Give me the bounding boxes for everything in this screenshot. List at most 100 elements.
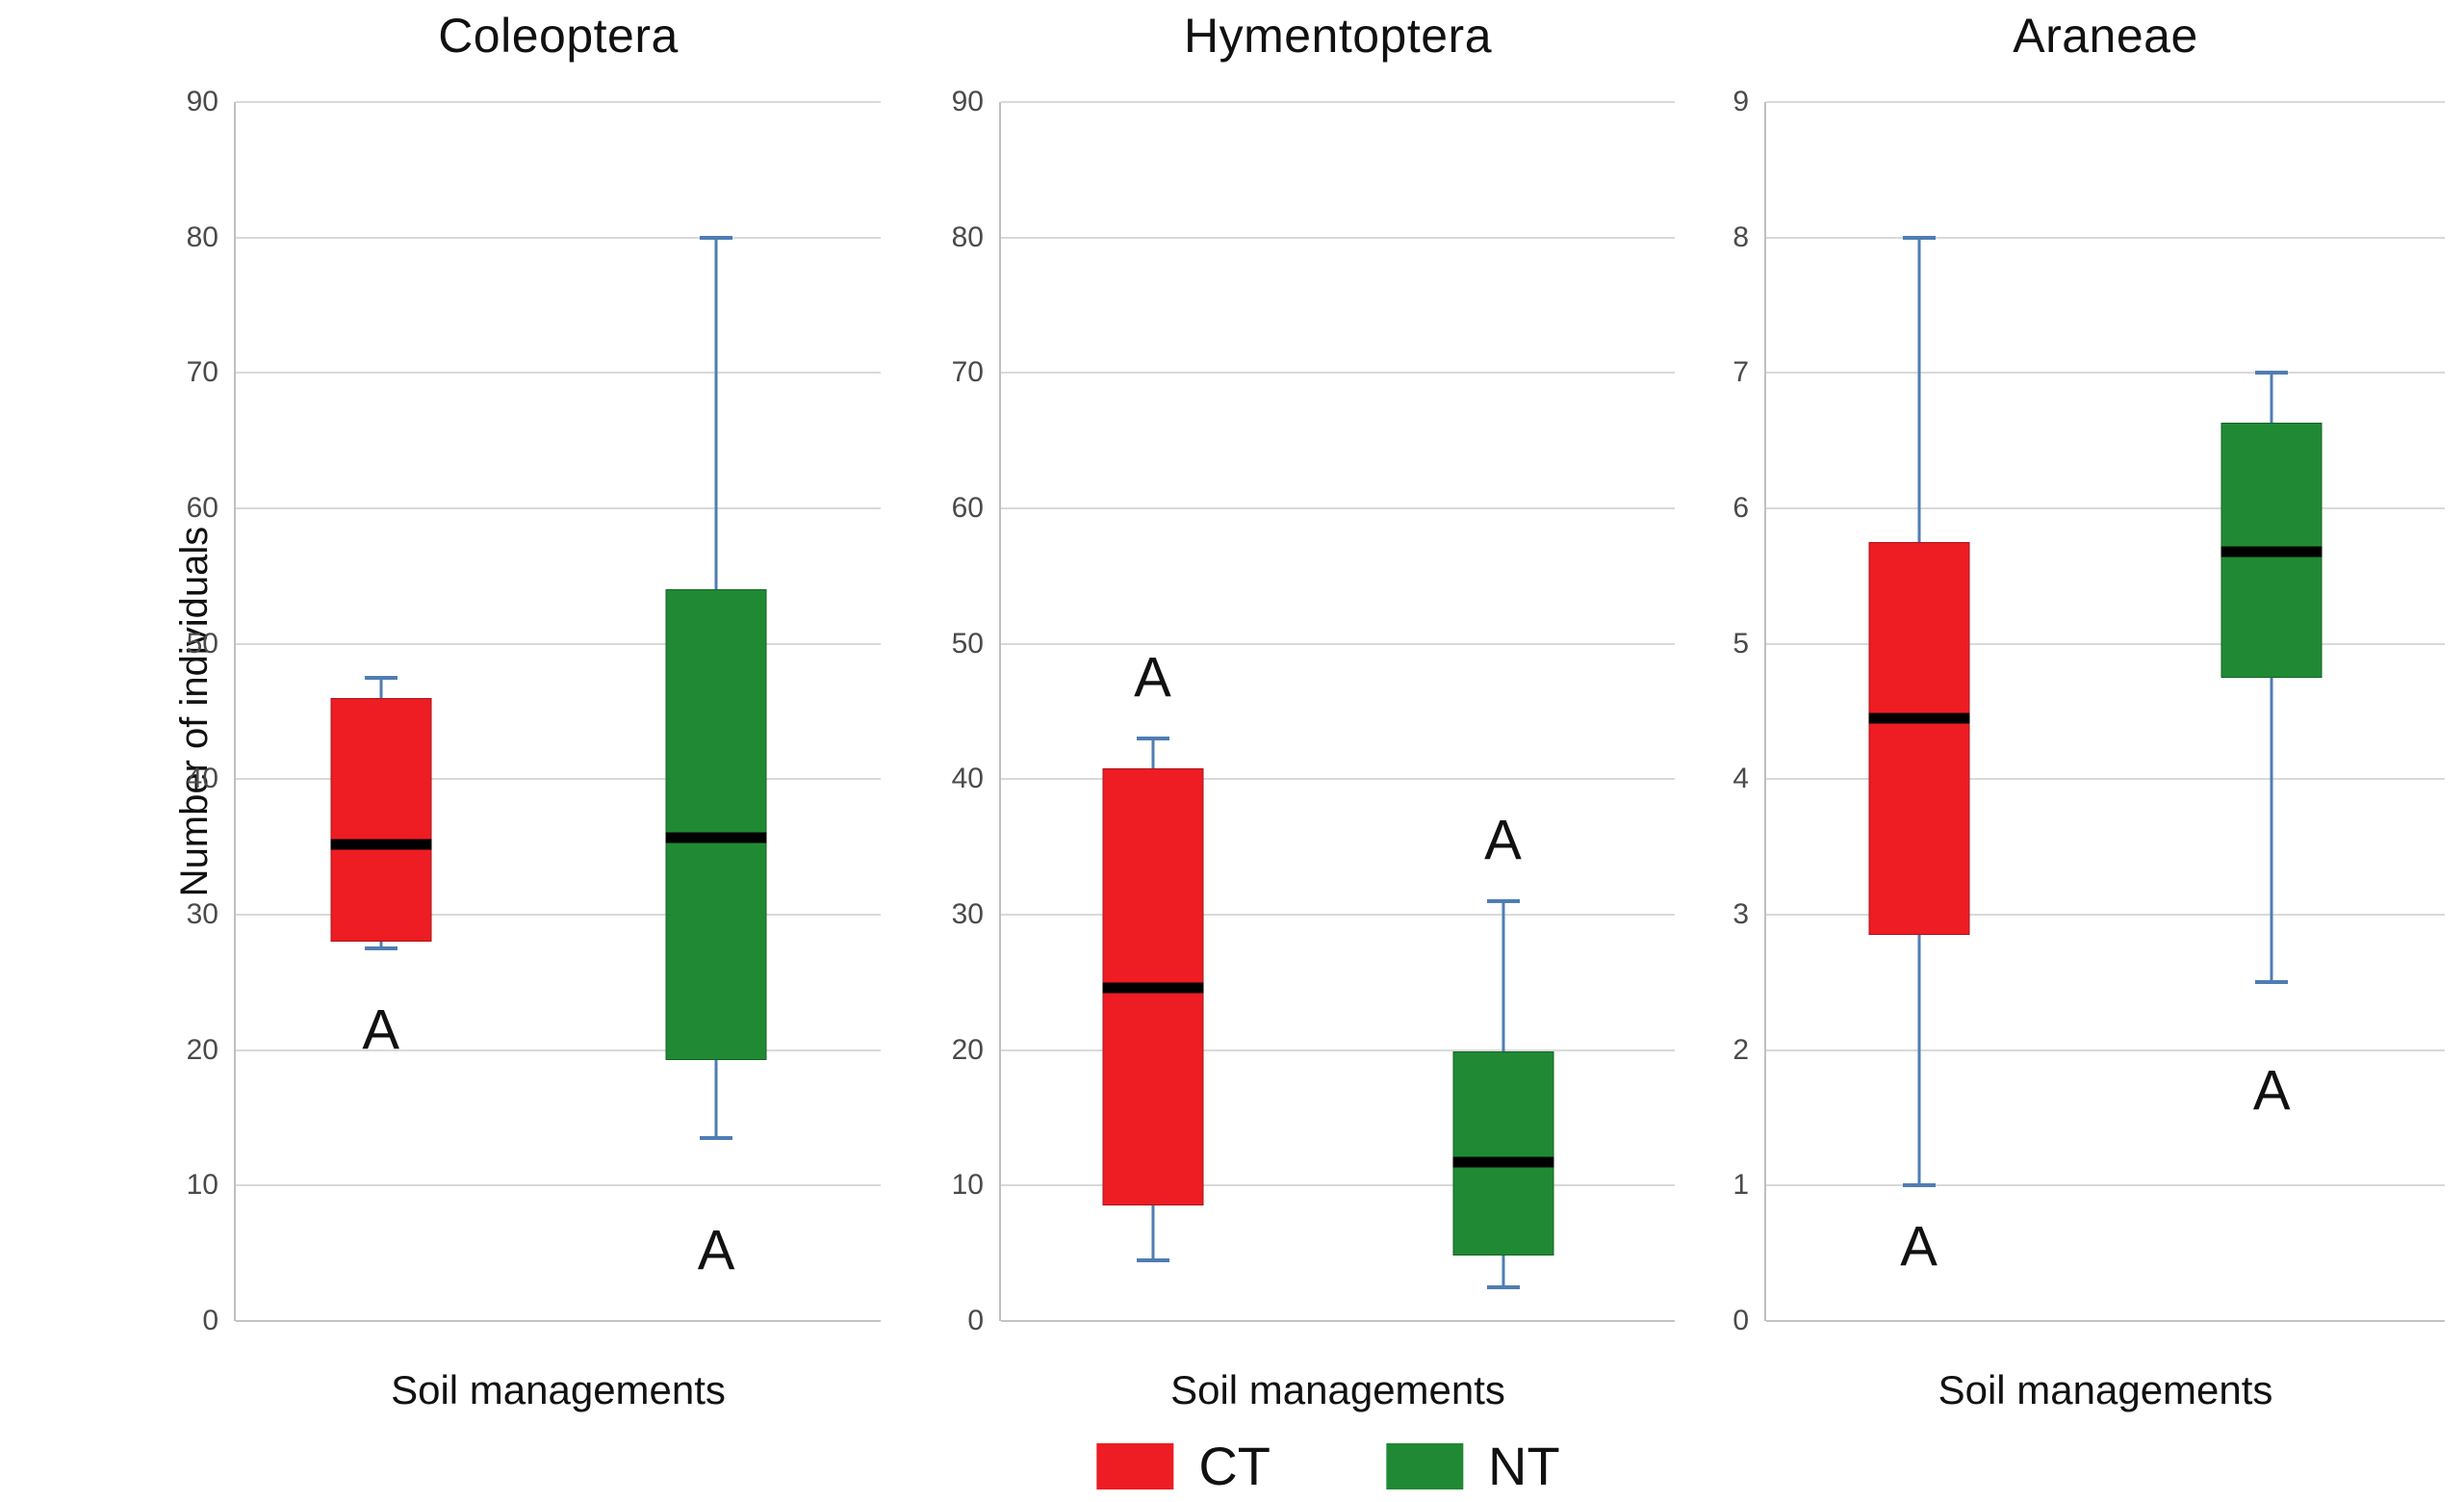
median-line-ct <box>1868 712 1970 724</box>
y-tick-label: 0 <box>202 1305 218 1336</box>
gridline <box>1001 914 1675 916</box>
whisker-upper-ct <box>1917 237 1921 543</box>
whisker-cap-top-ct <box>1902 235 1936 240</box>
significance-letter-ct: A <box>1134 646 1171 710</box>
whisker-cap-bottom-nt <box>1486 1284 1520 1289</box>
whisker-cap-bottom-nt <box>2255 980 2289 985</box>
gridline <box>1766 101 2445 103</box>
y-tick-label: 10 <box>951 1169 984 1202</box>
gridline <box>236 236 881 239</box>
x-axis-title-hymentoptera: Soil managements <box>1170 1367 1505 1412</box>
gridline <box>1766 1049 2445 1051</box>
y-tick-label: 60 <box>951 492 984 524</box>
median-line-ct <box>1102 982 1203 994</box>
gridline <box>1001 372 1675 375</box>
y-tick-label: 6 <box>1732 492 1749 524</box>
y-tick-label: 30 <box>186 898 218 930</box>
whisker-cap-top-nt <box>1486 898 1520 903</box>
y-tick-label: 90 <box>186 86 218 117</box>
whisker-lower-ct <box>1917 935 1921 1186</box>
y-tick-label: 40 <box>186 763 218 795</box>
y-tick-label: 3 <box>1732 898 1749 930</box>
whisker-lower-ct <box>1151 1205 1154 1260</box>
median-line-nt <box>2220 546 2323 557</box>
box-ct <box>1868 542 1970 936</box>
gridline <box>236 372 881 375</box>
plot-area-coleoptera: 0 10 20 30 40 50 60 70 80 90 A A <box>187 86 881 1336</box>
y-tick-label: 50 <box>951 627 984 660</box>
whisker-upper-nt <box>714 237 718 590</box>
whisker-cap-top-nt <box>2255 371 2289 376</box>
significance-letter-ct: A <box>362 998 400 1062</box>
y-tick-label: 7 <box>1732 356 1749 389</box>
box-ct <box>330 697 432 943</box>
y-tick-label: 20 <box>951 1033 984 1066</box>
whisker-cap-top-ct <box>1136 737 1169 741</box>
y-tick-label: 0 <box>967 1305 984 1336</box>
gridline <box>1001 1049 1675 1051</box>
significance-letter-nt: A <box>1484 809 1522 872</box>
y-tick-label: 50 <box>186 627 218 660</box>
whisker-upper-nt <box>1502 900 1504 1052</box>
gridline <box>236 101 881 103</box>
chart-title-hymentoptera: Hymentoptera <box>1183 9 1493 63</box>
y-tick-label: 90 <box>951 86 984 117</box>
gridline <box>236 1320 881 1322</box>
whisker-lower-nt <box>714 1059 718 1139</box>
y-tick-label: 60 <box>186 492 218 524</box>
x-axis-title-coleoptera: Soil managements <box>391 1367 726 1412</box>
y-tick-label: 10 <box>186 1169 218 1202</box>
legend-item-ct: CT <box>1096 1439 1270 1493</box>
plot-area-hymentoptera: 0 10 20 30 40 50 60 70 80 90 A A <box>952 86 1675 1336</box>
y-tick-label: 70 <box>186 356 218 389</box>
gridline <box>1766 507 2445 509</box>
gridline <box>1766 778 2445 781</box>
nt-color-swatch <box>1386 1443 1463 1489</box>
chart-title-coleoptera: Coleoptera <box>438 9 679 63</box>
significance-letter-nt: A <box>2252 1059 2291 1123</box>
median-line-ct <box>330 839 432 850</box>
legend-label-ct: CT <box>1198 1436 1270 1496</box>
y-tick-label: 80 <box>186 220 218 253</box>
legend: CT NT <box>1096 1436 1560 1496</box>
gridline <box>1001 778 1675 781</box>
x-axis-title-araneae: Soil managements <box>1938 1367 2273 1412</box>
y-axis-line <box>999 102 1001 1321</box>
gridline <box>236 642 881 645</box>
y-tick-label: 20 <box>186 1033 218 1066</box>
y-tick-label: 40 <box>951 763 984 795</box>
plot-area-araneae: 0 1 2 3 4 5 6 7 8 9 A A <box>1732 86 2445 1336</box>
whisker-cap-bottom-ct <box>1136 1257 1169 1262</box>
y-tick-label: 9 <box>1732 86 1749 117</box>
gridline <box>1766 1184 2445 1187</box>
median-line-nt <box>665 832 767 843</box>
ct-color-swatch <box>1096 1443 1174 1489</box>
y-tick-label: 5 <box>1732 627 1749 660</box>
significance-letter-nt: A <box>697 1219 735 1282</box>
box-nt <box>665 589 767 1060</box>
whisker-upper-ct <box>379 677 383 698</box>
gridline <box>236 1049 881 1051</box>
gridline <box>1766 236 2445 239</box>
gridline <box>236 1184 881 1187</box>
gridline <box>1001 1320 1675 1322</box>
whisker-lower-nt <box>1502 1256 1504 1287</box>
whisker-lower-ct <box>379 942 383 949</box>
whisker-lower-nt <box>2270 677 2273 983</box>
y-tick-label: 30 <box>951 898 984 930</box>
y-axis-title: Number of individuals <box>172 526 216 897</box>
y-tick-label: 2 <box>1732 1033 1749 1066</box>
legend-label-nt: NT <box>1488 1436 1560 1496</box>
gridline <box>1766 1320 2445 1322</box>
gridline <box>1001 236 1675 239</box>
y-tick-label: 70 <box>951 356 984 389</box>
y-tick-label: 0 <box>1732 1305 1749 1336</box>
gridline <box>236 778 881 781</box>
y-axis-line <box>1764 102 1766 1321</box>
gridline <box>1001 507 1675 509</box>
whisker-upper-ct <box>1151 738 1154 769</box>
gridline <box>1001 642 1675 645</box>
gridline <box>1766 642 2445 645</box>
gridline <box>1766 372 2445 375</box>
chart-title-araneae: Araneae <box>2013 9 2198 63</box>
